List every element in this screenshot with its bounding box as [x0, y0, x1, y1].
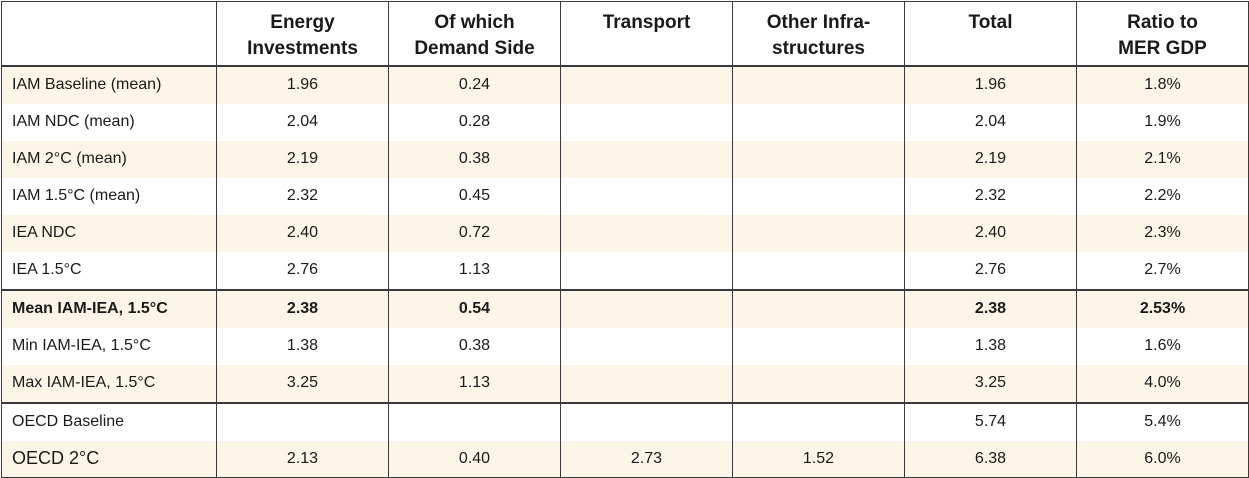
cell-demand-side: 0.54: [388, 288, 561, 328]
row-label: IAM 1.5°C (mean): [1, 177, 217, 215]
cell-transport: [560, 251, 733, 290]
cell-transport: [560, 401, 733, 441]
header-cell-transport: Transport: [560, 1, 733, 67]
cell-energy-investments: 2.04: [216, 103, 389, 141]
row-label: IAM NDC (mean): [1, 103, 217, 141]
cell-total: 5.74: [904, 401, 1077, 441]
header-cell-total: Total: [904, 1, 1077, 67]
cell-other-infrastructures: [732, 103, 905, 141]
row-label: IAM Baseline (mean): [1, 65, 217, 104]
row-label: Mean IAM-IEA, 1.5°C: [1, 288, 217, 328]
cell-energy-investments: 3.25: [216, 364, 389, 403]
cell-transport: [560, 103, 733, 141]
row-label: IEA 1.5°C: [1, 251, 217, 290]
row-label: Max IAM-IEA, 1.5°C: [1, 364, 217, 403]
cell-total: 2.19: [904, 140, 1077, 178]
cell-transport: [560, 214, 733, 252]
cell-ratio-gdp: 2.2%: [1076, 177, 1249, 215]
cell-total: 2.76: [904, 251, 1077, 290]
cell-total: 1.96: [904, 65, 1077, 104]
cell-ratio-gdp: 2.3%: [1076, 214, 1249, 252]
header-row: Energy Investments Of which Demand Side Tr…: [1, 1, 1249, 67]
cell-other-infrastructures: [732, 251, 905, 290]
header-cell-ratio-gdp: Ratio to MER GDP: [1076, 1, 1249, 67]
row-label: IAM 2°C (mean): [1, 140, 217, 178]
table-row: OECD 2°C 2.13 0.40 2.73 1.52 6.38 6.0%: [1, 440, 1249, 478]
cell-energy-investments: 2.40: [216, 214, 389, 252]
cell-demand-side: 1.13: [388, 364, 561, 403]
table-row: Max IAM-IEA, 1.5°C 3.25 1.13 3.25 4.0%: [1, 364, 1249, 403]
cell-demand-side: 0.28: [388, 103, 561, 141]
table-row-highlight: Mean IAM-IEA, 1.5°C 2.38 0.54 2.38 2.53%: [1, 288, 1249, 328]
cell-transport: [560, 65, 733, 104]
table-row: OECD Baseline 5.74 5.4%: [1, 401, 1249, 441]
cell-ratio-gdp: 6.0%: [1076, 440, 1249, 478]
row-label: IEA NDC: [1, 214, 217, 252]
cell-energy-investments: [216, 401, 389, 441]
cell-energy-investments: 1.96: [216, 65, 389, 104]
cell-energy-investments: 2.19: [216, 140, 389, 178]
row-label: OECD Baseline: [1, 401, 217, 441]
cell-energy-investments: 2.32: [216, 177, 389, 215]
cell-total: 2.40: [904, 214, 1077, 252]
cell-demand-side: 1.13: [388, 251, 561, 290]
cell-other-infrastructures: [732, 288, 905, 328]
header-cell-row-label: [1, 1, 217, 67]
cell-ratio-gdp: 1.8%: [1076, 65, 1249, 104]
cell-demand-side: 0.24: [388, 65, 561, 104]
cell-transport: [560, 364, 733, 403]
cell-other-infrastructures: [732, 140, 905, 178]
header-cell-energy-investments: Energy Investments: [216, 1, 389, 67]
table-row: IAM Baseline (mean) 1.96 0.24 1.96 1.8%: [1, 65, 1249, 104]
row-label: OECD 2°C: [1, 440, 217, 478]
cell-other-infrastructures: [732, 65, 905, 104]
header-cell-demand-side: Of which Demand Side: [388, 1, 561, 67]
cell-energy-investments: 2.38: [216, 288, 389, 328]
cell-ratio-gdp: 1.9%: [1076, 103, 1249, 141]
header-cell-other-infrastructures: Other Infra-structures: [732, 1, 905, 67]
cell-other-infrastructures: [732, 364, 905, 403]
table-row: Min IAM-IEA, 1.5°C 1.38 0.38 1.38 1.6%: [1, 327, 1249, 365]
cell-ratio-gdp: 5.4%: [1076, 401, 1249, 441]
cell-ratio-gdp: 2.1%: [1076, 140, 1249, 178]
cell-total: 6.38: [904, 440, 1077, 478]
cell-other-infrastructures: [732, 177, 905, 215]
cell-total: 3.25: [904, 364, 1077, 403]
cell-transport: 2.73: [560, 440, 733, 478]
cell-energy-investments: 2.13: [216, 440, 389, 478]
table-row: IAM 2°C (mean) 2.19 0.38 2.19 2.1%: [1, 140, 1249, 178]
cell-demand-side: 0.45: [388, 177, 561, 215]
cell-other-infrastructures: [732, 327, 905, 365]
cell-ratio-gdp: 4.0%: [1076, 364, 1249, 403]
cell-demand-side: [388, 401, 561, 441]
cell-total: 2.32: [904, 177, 1077, 215]
table-row: IEA 1.5°C 2.76 1.13 2.76 2.7%: [1, 251, 1249, 290]
cell-total: 2.38: [904, 288, 1077, 328]
cell-other-infrastructures: 1.52: [732, 440, 905, 478]
cell-demand-side: 0.38: [388, 327, 561, 365]
table-row: IAM NDC (mean) 2.04 0.28 2.04 1.9%: [1, 103, 1249, 141]
cell-energy-investments: 2.76: [216, 251, 389, 290]
cell-other-infrastructures: [732, 214, 905, 252]
cell-ratio-gdp: 1.6%: [1076, 327, 1249, 365]
cell-ratio-gdp: 2.53%: [1076, 288, 1249, 328]
cell-ratio-gdp: 2.7%: [1076, 251, 1249, 290]
table-row: IAM 1.5°C (mean) 2.32 0.45 2.32 2.2%: [1, 177, 1249, 215]
cell-demand-side: 0.38: [388, 140, 561, 178]
cell-transport: [560, 177, 733, 215]
cell-demand-side: 0.40: [388, 440, 561, 478]
cell-transport: [560, 327, 733, 365]
cell-demand-side: 0.72: [388, 214, 561, 252]
table-row: IEA NDC 2.40 0.72 2.40 2.3%: [1, 214, 1249, 252]
cell-transport: [560, 140, 733, 178]
cell-energy-investments: 1.38: [216, 327, 389, 365]
row-label: Min IAM-IEA, 1.5°C: [1, 327, 217, 365]
cell-transport: [560, 288, 733, 328]
cell-total: 1.38: [904, 327, 1077, 365]
cell-total: 2.04: [904, 103, 1077, 141]
cell-other-infrastructures: [732, 401, 905, 441]
